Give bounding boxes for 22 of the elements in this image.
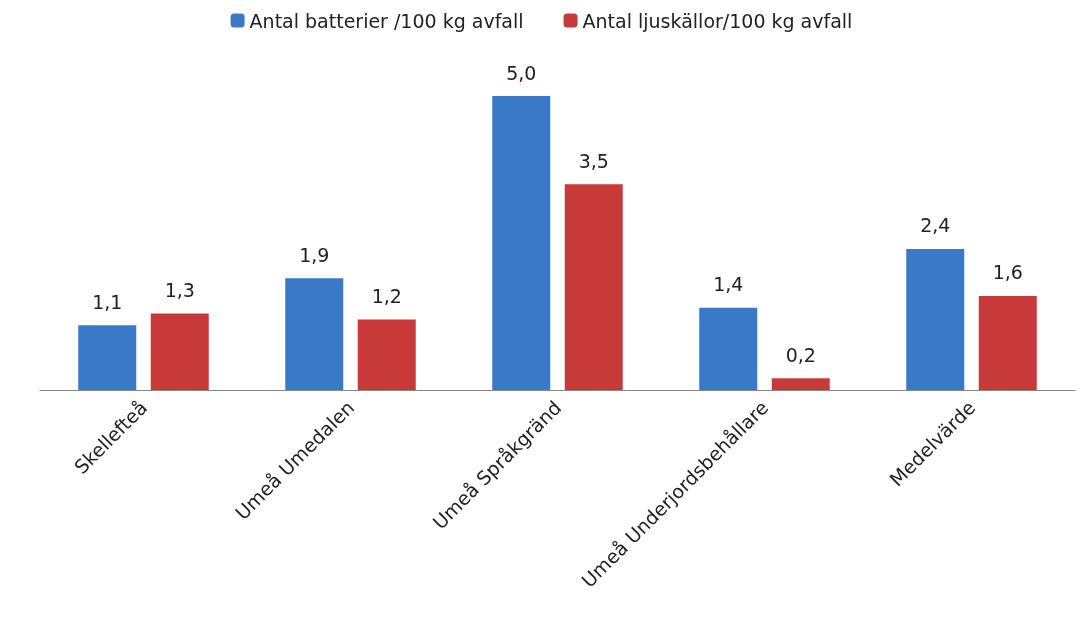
data-label: 1,6 <box>992 261 1023 284</box>
bar <box>357 319 416 390</box>
data-label: 2,4 <box>920 214 951 237</box>
data-label: 3,5 <box>578 149 609 172</box>
data-label: 1,1 <box>92 290 123 313</box>
bar <box>906 248 965 390</box>
data-label: 1,3 <box>164 279 195 302</box>
data-label: 1,4 <box>713 273 744 296</box>
data-label: 0,2 <box>785 343 816 366</box>
bar <box>699 307 758 390</box>
legend-label: Antal batterier /100 kg avfall <box>249 9 524 32</box>
legend-label: Antal ljuskällor/100 kg avfall <box>582 9 853 32</box>
bar <box>564 184 623 390</box>
bar <box>492 96 551 390</box>
data-label: 1,9 <box>299 243 330 266</box>
bar <box>771 378 830 390</box>
bar <box>285 278 344 390</box>
bar <box>78 325 137 390</box>
bar <box>150 313 209 390</box>
bar <box>978 295 1037 390</box>
data-label: 5,0 <box>506 61 537 84</box>
data-label: 1,2 <box>371 284 402 307</box>
